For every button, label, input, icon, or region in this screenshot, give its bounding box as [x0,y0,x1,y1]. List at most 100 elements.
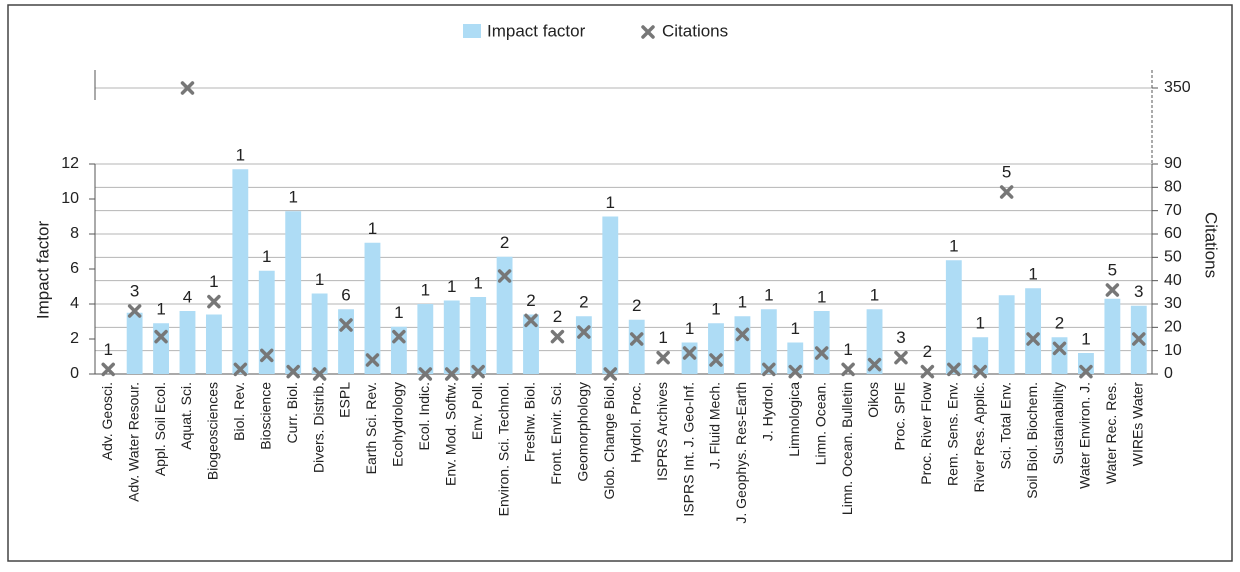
x-tick-label: Glob. Change Biol. [601,382,617,500]
citation-marker [207,294,221,309]
x-tick-label: Soil Biol. Biochem. [1024,382,1040,499]
y2-tick-label: 50 [1164,249,1182,266]
count-label: 1 [976,314,985,333]
count-label: 4 [183,287,192,306]
y-tick-label: 10 [61,190,79,207]
y-tick-label: 6 [70,260,79,277]
y2-tick-label: 90 [1164,155,1182,172]
citation-marker [471,364,485,379]
citation-marker [1052,341,1067,356]
citation-marker [1105,283,1120,297]
count-label: 1 [791,319,800,338]
x-tick-label: Env. Mod. Softw. [442,382,458,486]
y2-tick-label: 70 [1164,202,1182,219]
legend-label: Citations [662,21,728,40]
citation-marker [312,367,327,381]
count-label: 1 [209,272,218,291]
y-tick-label: 4 [70,295,79,312]
y2-tick-label: 30 [1164,295,1182,312]
bar [945,260,962,374]
x-tick-label: Adv. Geosci. [99,382,115,460]
x-tick-label: Rem. Sens. Env. [945,382,961,486]
x-tick-label: Appl. Soil Ecol. [152,382,168,476]
y-axis-title: Impact factor [33,221,52,320]
count-label: 1 [473,273,482,292]
count-label: 1 [394,303,403,322]
citation-marker [762,362,776,377]
bar [575,316,592,374]
bar [390,326,407,374]
citation-marker [735,327,750,342]
x-tick-label: Bioscience [257,382,273,450]
citation-marker [709,353,723,367]
legend-swatch [463,24,481,38]
count-label: 1 [738,293,747,312]
count-label: 1 [949,237,958,256]
citation-marker [603,367,618,381]
x-tick-label: Limn. Ocean. Bulletin [839,382,855,515]
citation-marker [233,362,248,377]
citation-marker [524,313,538,328]
bar [443,300,460,374]
x-tick-label: River Res. Applic. [971,382,987,492]
bar [470,297,487,374]
x-tick-label: Biogeosciences [205,382,221,480]
count-label: 2 [553,307,562,326]
y2-tick-label: 60 [1164,225,1182,242]
y2-tick-label: 20 [1164,319,1182,336]
bar [866,309,883,374]
bar [338,309,354,374]
citation-marker [1132,332,1146,346]
citation-marker [180,81,195,95]
citation-marker [392,329,406,344]
citation-marker [101,362,115,377]
y2-tick-label: 350 [1164,79,1191,96]
bar [258,270,275,374]
y2-tick-label: 80 [1164,179,1182,196]
citation-marker [418,367,433,381]
citation-marker [629,332,644,346]
y2-tick-label: 10 [1164,342,1182,359]
x-tick-label: Front. Envir. Sci. [548,382,564,485]
x-tick-label: J. Fluid Mech. [707,382,723,469]
x-tick-label: Water Rec. Res. [1103,382,1119,484]
citation-marker [154,329,168,344]
citation-marker [365,353,380,367]
count-label: 1 [368,219,377,238]
count-label: 1 [421,280,430,299]
citation-marker [497,269,512,283]
count-label: 3 [896,328,905,347]
count-label: 6 [341,286,350,305]
x-tick-label: Aquat. Sci. [178,382,194,450]
citation-marker [127,304,142,318]
count-label: 1 [658,328,667,347]
bar [232,169,249,374]
x-tick-label: Geomorphology [575,382,591,482]
citation-marker [920,364,935,379]
x-tick-label: Ecol. Indic. [416,382,432,450]
x-tick-label: Earth Sci. Rev. [363,382,379,474]
count-label: 2 [526,291,535,310]
x-tick-label: Sustainability [1050,382,1066,465]
x-tick-label: Biol. Rev. [231,382,247,441]
count-label: 5 [1002,162,1011,181]
y-tick-label: 8 [70,225,79,242]
count-label: 3 [130,281,139,300]
count-label: 1 [685,319,694,338]
bar [205,314,222,374]
bar [708,323,724,374]
citation-marker [894,350,908,365]
count-label: 2 [923,342,932,361]
y-tick-label: 2 [70,330,79,347]
x-tick-label: Ecohydrology [390,382,406,467]
bar [628,319,645,374]
citation-marker [444,367,459,381]
legend-marker [641,25,655,39]
frame [7,4,1233,562]
count-label: 1 [447,277,456,296]
x-tick-label: Env. Poll. [469,382,485,440]
citation-marker [973,364,987,379]
count-label: 2 [1055,314,1064,333]
count-label: 1 [817,287,826,306]
